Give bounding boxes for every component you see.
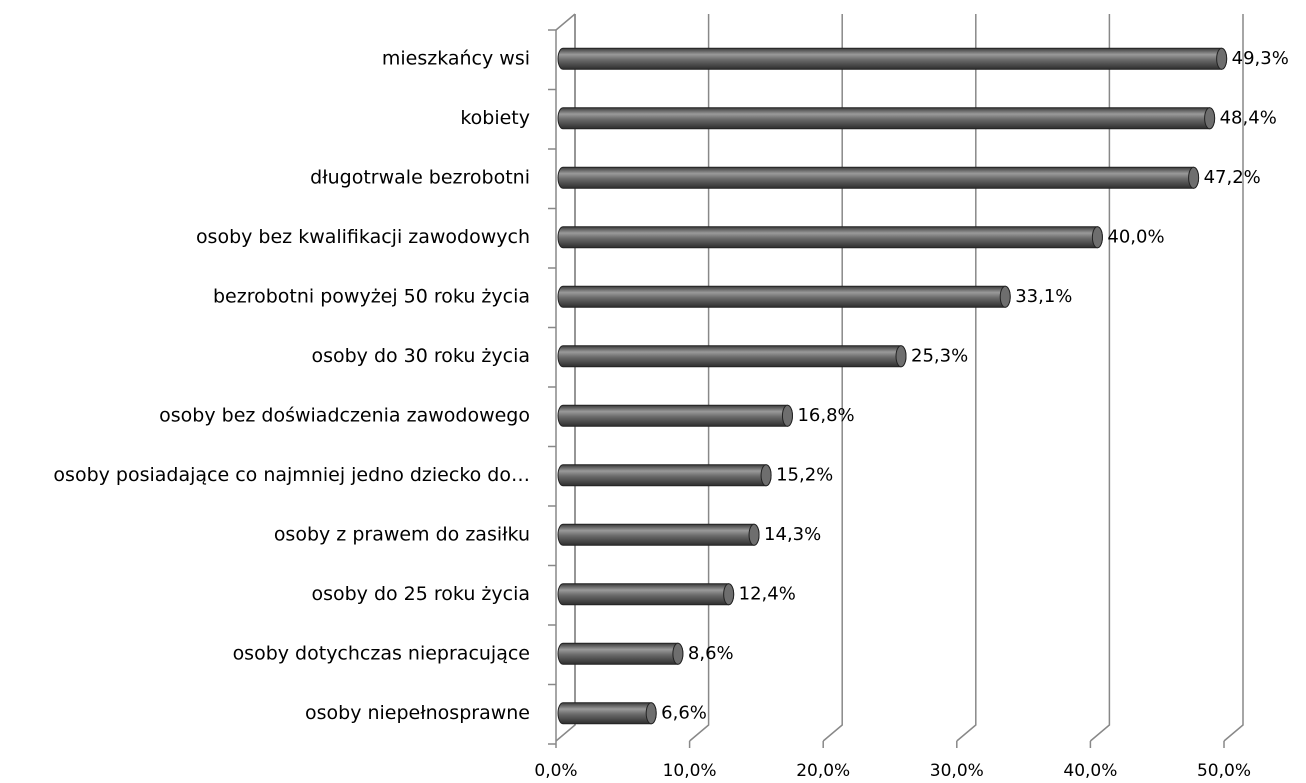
grid-line [555, 14, 576, 742]
value-label: 25,3% [911, 345, 968, 366]
value-label: 8,6% [688, 643, 734, 664]
x-tick-label: 20,0% [796, 761, 850, 781]
bar-cap [645, 702, 657, 725]
value-label: 6,6% [661, 702, 707, 723]
value-label: 49,3% [1232, 48, 1289, 69]
value-label: 33,1% [1015, 286, 1072, 307]
bar-cap [760, 464, 772, 487]
bar-cap [672, 642, 684, 665]
bar-cap [1204, 107, 1216, 130]
bar [557, 107, 1216, 130]
value-label: 14,3% [764, 524, 821, 545]
bar [557, 404, 793, 427]
bar-cap [999, 285, 1011, 308]
y-tick-label: kobiety [460, 107, 530, 129]
bar-cap [1216, 47, 1228, 70]
grid-line [1223, 14, 1244, 742]
x-tick-label: 40,0% [1063, 761, 1117, 781]
y-tick-label: osoby do 25 roku życia [311, 583, 530, 605]
x-tick-label: 0,0% [534, 761, 577, 781]
bar [557, 583, 735, 606]
y-tick-label: osoby niepełnosprawne [305, 702, 530, 724]
y-tick-label: osoby dotychczas niepracujące [233, 642, 530, 664]
y-tick-label: osoby bez kwalifikacji zawodowych [196, 226, 530, 248]
bar [557, 226, 1103, 249]
bar [557, 702, 657, 725]
y-tick-label: osoby z prawem do zasiłku [274, 523, 530, 545]
value-label: 47,2% [1204, 167, 1261, 188]
grid-line [822, 14, 843, 742]
value-label: 12,4% [739, 583, 796, 604]
bar-cap [895, 345, 907, 368]
y-tick-label: osoby bez doświadczenia zawodowego [159, 404, 530, 426]
bar-cap [748, 523, 760, 546]
bar-cap [1091, 226, 1103, 249]
bar [557, 345, 907, 368]
y-tick-label: bezrobotni powyżej 50 roku życia [213, 285, 530, 307]
grid-line [689, 14, 710, 742]
value-label: 16,8% [797, 405, 854, 426]
grid-line [956, 14, 977, 742]
bar [557, 642, 684, 665]
bar [557, 523, 760, 546]
bar [557, 47, 1228, 70]
bar [557, 166, 1200, 189]
x-tick-label: 50,0% [1197, 761, 1251, 781]
bar-cap [781, 404, 793, 427]
value-label: 48,4% [1220, 107, 1277, 128]
bar-cap [723, 583, 735, 606]
bar-cap [1188, 166, 1200, 189]
value-label: 40,0% [1107, 226, 1164, 247]
x-tick-label: 30,0% [930, 761, 984, 781]
grid-line [1089, 14, 1111, 742]
y-tick-label: długotrwale bezrobotni [310, 166, 530, 188]
bar [557, 464, 772, 487]
x-tick-label: 10,0% [663, 761, 717, 781]
bar [557, 285, 1011, 308]
y-tick-label: osoby do 30 roku życia [311, 345, 530, 367]
y-tick-label: osoby posiadające co najmniej jedno dzie… [53, 464, 530, 486]
value-label: 15,2% [776, 464, 833, 485]
left-wall-top [555, 13, 576, 31]
y-tick-label: mieszkańcy wsi [382, 47, 530, 69]
